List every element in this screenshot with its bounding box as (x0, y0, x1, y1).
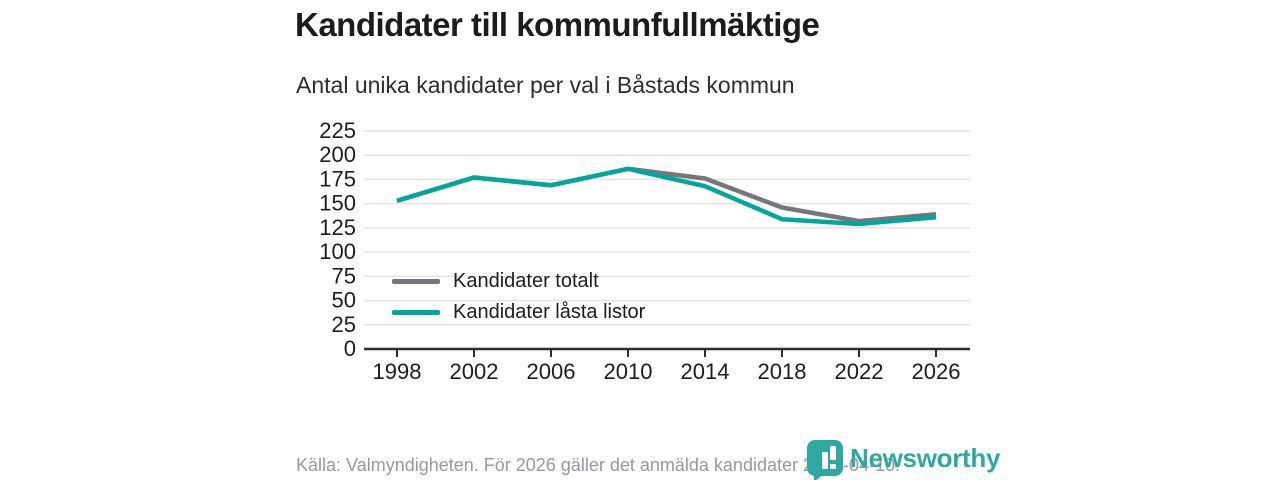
series-line-kandidater-l-sta-listor (396, 166, 937, 227)
chart-subtitle: Antal unika kandidater per val i Båstads… (296, 72, 795, 98)
line-chart: 1998 2002 2006 2010 2014 2018 2022 202602550751… (319, 118, 970, 384)
y-tick-label: 225 (319, 118, 356, 143)
y-tick-label: 100 (319, 239, 356, 264)
y-tick-label: 125 (319, 215, 356, 240)
legend-swatch-teal (392, 309, 440, 315)
x-tick-label: 2002 (450, 359, 499, 384)
newsworthy-logo: Newsworthy (806, 439, 1000, 480)
y-tick-label: 0 (344, 336, 356, 361)
x-tick-label: 2022 (835, 359, 884, 384)
x-tick-label: 2018 (758, 359, 807, 384)
x-tick-label: 2014 (681, 359, 730, 384)
legend-item-locked-lists: Kandidater låsta listor (392, 299, 645, 325)
bar-chart-speech-bubble-icon (807, 440, 843, 480)
legend-item-total: Kandidater totalt (392, 268, 645, 294)
y-tick-label: 200 (319, 142, 356, 167)
source-note: Källa: Valmyndigheten. För 2026 gäller d… (296, 455, 901, 475)
page-title: Kandidater till kommunfullmäktige (295, 6, 820, 43)
legend-label: Kandidater låsta listor (453, 300, 646, 323)
y-tick-label: 175 (319, 166, 356, 191)
x-tick-label: 1998 (373, 359, 422, 384)
y-tick-label: 150 (319, 191, 356, 216)
logo-text: Newsworthy (850, 443, 1001, 473)
y-tick-label: 50 (332, 288, 356, 313)
x-tick-label: 2006 (527, 359, 576, 384)
x-tick-label: 2026 (912, 359, 961, 384)
legend-swatch-gray (392, 278, 440, 284)
chart-legend: Kandidater totalt Kandidater låsta listo… (392, 268, 645, 330)
y-tick-label: 25 (332, 312, 356, 337)
legend-label: Kandidater totalt (453, 269, 599, 292)
x-tick-label: 2010 (604, 359, 653, 384)
y-tick-label: 75 (332, 263, 356, 288)
